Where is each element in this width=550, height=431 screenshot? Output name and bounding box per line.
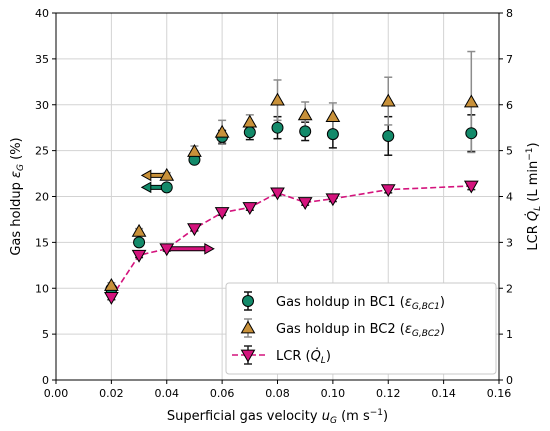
point-series1	[243, 126, 256, 139]
y-left-tick-label: 5	[42, 328, 49, 341]
point-series1	[299, 125, 312, 138]
data-marks	[104, 50, 479, 305]
x-tick-label: 0.02	[99, 387, 124, 400]
y-right-tick-label: 0	[506, 374, 513, 387]
point-series2	[297, 107, 313, 121]
y-axis-left-label: Gas holdup εG (%)	[9, 137, 26, 255]
legend-label-lcr: LCR (Q̇L)	[276, 349, 331, 366]
y-left-tick-label: 15	[35, 236, 49, 249]
point-series3	[270, 187, 285, 201]
lcr-line	[110, 185, 472, 298]
x-tick-label: 0.10	[321, 387, 346, 400]
point-series2	[131, 223, 147, 237]
annotation-arrow-3	[166, 242, 215, 255]
legend-marker-2	[240, 320, 256, 334]
y-right-tick-label: 3	[506, 236, 513, 249]
point-series3	[325, 193, 341, 207]
point-series2	[325, 109, 341, 123]
point-series3	[380, 184, 396, 198]
x-tick-label: 0.12	[376, 387, 401, 400]
point-series1	[326, 128, 339, 141]
y-right-tick-label: 4	[506, 191, 513, 204]
point-series2	[159, 167, 175, 181]
point-series3	[297, 197, 313, 210]
point-series3	[131, 249, 147, 263]
x-tick-label: 0.04	[155, 387, 180, 400]
x-tick-label: 0.06	[210, 387, 235, 400]
y-left-tick-label: 25	[35, 145, 49, 158]
y-left-tick-label: 10	[35, 282, 49, 295]
legend-swatches	[232, 291, 266, 365]
y-left-tick-label: 0	[42, 374, 49, 387]
y-right-tick-label: 1	[506, 328, 513, 341]
point-series3	[242, 202, 258, 216]
y-right-tick-label: 8	[506, 7, 513, 20]
point-series2	[187, 144, 202, 157]
point-series1	[465, 127, 478, 140]
y-left-tick-label: 30	[35, 99, 49, 112]
point-series2	[380, 93, 396, 107]
point-series2	[214, 124, 230, 138]
legend-label-bc1: Gas holdup in BC1 (εG,BC1)	[276, 295, 445, 312]
legend-marker-3	[240, 349, 256, 363]
x-tick-label: 0.08	[265, 387, 290, 400]
point-series3	[214, 207, 230, 221]
point-series2	[104, 277, 119, 291]
y-axis-right-label: LCR Q̇L (L min−1)	[525, 142, 543, 250]
point-series3	[159, 243, 175, 257]
lcr-dashed-line	[110, 185, 472, 298]
y-left-tick-label: 35	[35, 53, 49, 66]
x-tick-label: 0.14	[431, 387, 456, 400]
y-left-tick-label: 20	[35, 191, 49, 204]
x-tick-label: 0.00	[44, 387, 69, 400]
legend: Gas holdup in BC1 (εG,BC1) Gas holdup in…	[225, 282, 497, 375]
ticks: 0.00 0.02 0.04 0.06 0.08 0.10 0.12 0.14 0.160510…	[35, 7, 513, 400]
y-right-tick-label: 7	[506, 53, 513, 66]
point-series3	[104, 292, 119, 305]
point-series3	[187, 223, 202, 237]
point-series3	[463, 180, 479, 194]
x-axis-label: Superficial gas velocity uG (m s−1)	[167, 408, 388, 426]
x-tick-label: 0.16	[487, 387, 512, 400]
point-series1	[133, 236, 146, 249]
legend-label-bc2: Gas holdup in BC2 (εG,BC2)	[276, 322, 445, 339]
point-series1	[382, 129, 395, 142]
legend-marker-1	[242, 295, 254, 307]
point-series1	[160, 181, 173, 194]
y-right-tick-label: 2	[506, 282, 513, 295]
point-series2	[242, 114, 258, 128]
y-right-tick-label: 5	[506, 145, 513, 158]
point-series1	[271, 121, 284, 134]
legend-box	[225, 282, 497, 375]
y-left-tick-label: 40	[35, 7, 49, 20]
point-series2	[463, 94, 479, 108]
y-right-tick-label: 6	[506, 99, 513, 112]
point-series2	[270, 92, 285, 106]
